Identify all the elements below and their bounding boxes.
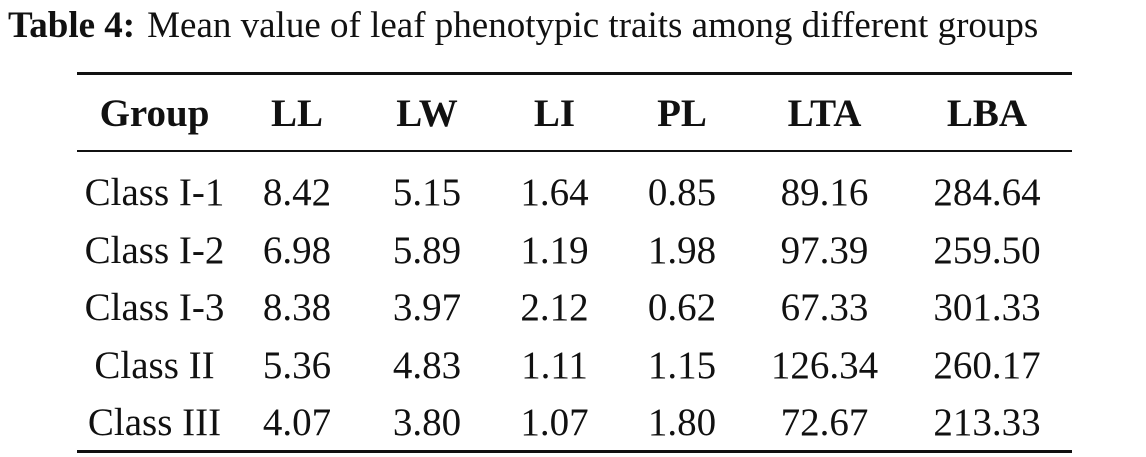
table-row: Class I-1 8.42 5.15 1.64 0.85 89.16 284.… — [77, 152, 1072, 222]
cell-lw: 5.15 — [392, 171, 462, 215]
caption-label: Table 4: — [8, 5, 136, 46]
cell-lta: 67.33 — [780, 286, 869, 330]
table-bottom-rule — [77, 450, 1072, 453]
cell-pl: 0.85 — [647, 171, 717, 215]
data-table: Group LL LW LI PL LTA LBA Class I-1 8.42… — [77, 75, 1072, 452]
table-row: Class I-3 8.38 3.97 2.12 0.62 67.33 301.… — [77, 279, 1072, 337]
cell-lw: 4.83 — [392, 343, 462, 387]
cell-li: 1.07 — [520, 401, 589, 445]
table-row: Class II 5.36 4.83 1.11 1.15 126.34 260.… — [77, 337, 1072, 395]
caption-text: Mean value of leaf phenotypic traits amo… — [147, 5, 1039, 46]
cell-group: Class I-2 — [84, 228, 225, 272]
cell-lta: 89.16 — [780, 171, 869, 215]
column-header-li: LI — [533, 92, 576, 135]
cell-pl: 1.80 — [647, 401, 717, 445]
column-header-lba: LBA — [946, 92, 1028, 135]
cell-lta: 97.39 — [780, 228, 869, 272]
cell-ll: 4.07 — [262, 401, 332, 445]
cell-li: 1.19 — [520, 228, 589, 272]
cell-lw: 3.97 — [392, 286, 462, 330]
table-row: Class III 4.07 3.80 1.07 1.80 72.67 213.… — [77, 394, 1072, 452]
cell-li: 1.64 — [520, 171, 589, 215]
cell-li: 1.11 — [521, 343, 588, 387]
cell-pl: 1.98 — [647, 228, 717, 272]
column-header-lta: LTA — [787, 92, 862, 135]
cell-lba: 213.33 — [933, 401, 1041, 445]
cell-lba: 260.17 — [933, 343, 1041, 387]
cell-lw: 3.80 — [392, 401, 462, 445]
header-row: Group LL LW LI PL LTA LBA — [77, 75, 1072, 152]
cell-lw: 5.89 — [392, 228, 462, 272]
column-header-pl: PL — [657, 92, 707, 135]
cell-pl: 0.62 — [647, 286, 717, 330]
column-header-ll: LL — [270, 92, 324, 135]
cell-lta: 126.34 — [770, 343, 879, 387]
cell-lba: 284.64 — [933, 171, 1041, 215]
cell-li: 2.12 — [520, 286, 589, 330]
cell-group: Class I-1 — [84, 171, 225, 215]
cell-lba: 259.50 — [933, 228, 1041, 272]
cell-group: Class II — [94, 343, 215, 387]
cell-pl: 1.15 — [647, 343, 717, 387]
table-caption: Table 4: Mean value of leaf phenotypic tr… — [8, 4, 1144, 48]
cell-group: Class I-3 — [84, 286, 225, 330]
cell-lta: 72.67 — [780, 401, 869, 445]
column-header-group: Group — [99, 92, 210, 135]
cell-ll: 8.42 — [262, 171, 332, 215]
cell-group: Class III — [87, 401, 222, 445]
table-top-rule — [77, 72, 1072, 75]
table-row: Class I-2 6.98 5.89 1.19 1.98 97.39 259.… — [77, 222, 1072, 280]
table-header-rule — [77, 150, 1072, 152]
cell-ll: 5.36 — [262, 343, 332, 387]
cell-ll: 6.98 — [262, 228, 332, 272]
cell-ll: 8.38 — [262, 286, 332, 330]
cell-lba: 301.33 — [933, 286, 1041, 330]
column-header-lw: LW — [396, 92, 458, 135]
